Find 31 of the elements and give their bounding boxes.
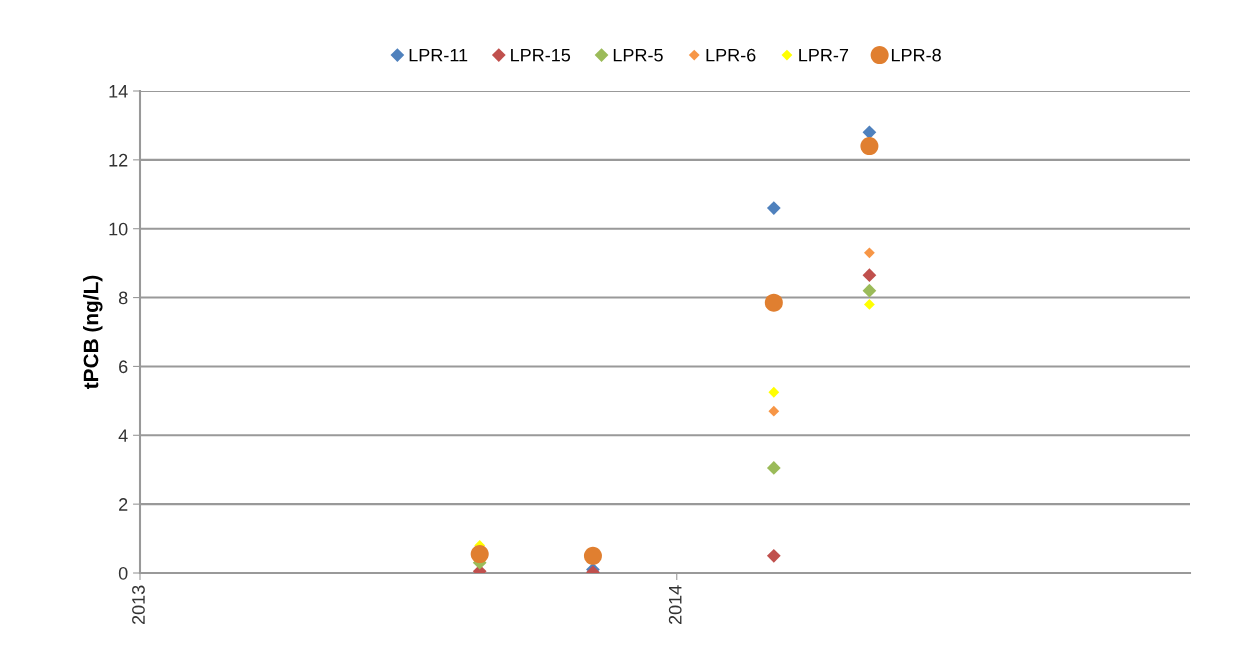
- y-tick-label: 8: [118, 291, 128, 305]
- y-tick-label: 0: [118, 566, 128, 580]
- point: [862, 125, 877, 140]
- point: [768, 405, 780, 417]
- y-tick-label: 6: [119, 360, 128, 374]
- point: [764, 293, 783, 312]
- legend-label: LPR-6: [706, 48, 756, 62]
- point: [470, 545, 489, 564]
- point: [864, 299, 875, 310]
- point: [862, 283, 877, 298]
- legend-label: LPR-8: [891, 48, 941, 62]
- legend-label: LPR-5: [613, 48, 663, 62]
- point: [766, 201, 781, 215]
- point: [768, 386, 780, 398]
- point: [860, 137, 879, 156]
- point: [864, 247, 875, 259]
- legend-label: LPR-11: [409, 48, 468, 62]
- legend-label: LPR-15: [511, 48, 571, 62]
- y-tick-label: 12: [109, 153, 128, 167]
- point: [766, 548, 781, 563]
- legend-label: LPR-7: [799, 48, 849, 62]
- y-tick-label: 10: [109, 222, 128, 236]
- y-tick-label: 2: [119, 498, 128, 511]
- y-tick-label: 14: [109, 85, 128, 98]
- y-axis-title: tPCB (ng/L): [83, 275, 103, 390]
- point: [583, 546, 602, 565]
- point: [766, 461, 781, 475]
- x-tick-label: 2014: [668, 585, 682, 625]
- x-tick-label: 2013: [132, 585, 145, 625]
- point: [862, 268, 877, 283]
- y-tick-label: 4: [118, 429, 128, 442]
